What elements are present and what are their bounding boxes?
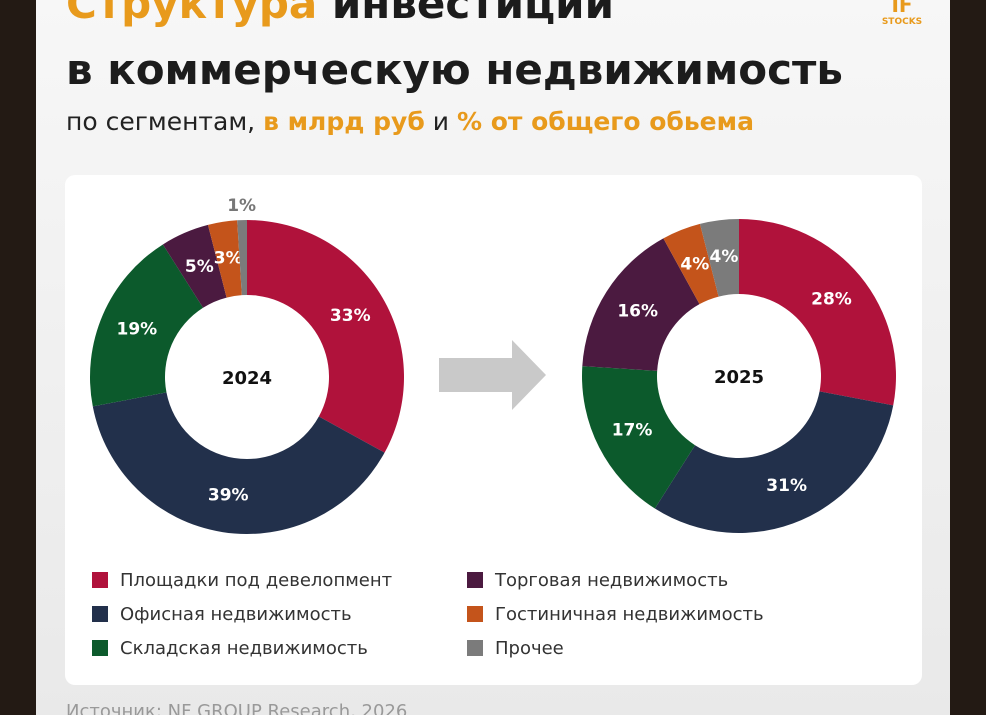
donut-segment xyxy=(582,366,696,509)
value-label: 5% xyxy=(185,257,214,277)
value-label: 17% xyxy=(612,420,653,440)
subtitle: по сегментам, в млрд руб и % от общего о… xyxy=(66,107,754,136)
donut-segment xyxy=(247,220,404,453)
value-label: 4% xyxy=(680,254,709,274)
legend-label: Офисная недвижимость xyxy=(120,604,352,625)
legend-swatch xyxy=(467,606,483,622)
title-line2: в коммерческую недвижимость xyxy=(66,45,843,94)
legend-swatch xyxy=(467,572,483,588)
value-label: 1% xyxy=(227,196,256,216)
value-label: 3% xyxy=(214,248,243,268)
subtitle-start: по сегментам, xyxy=(66,107,255,136)
chart-panel xyxy=(65,175,922,685)
center-label: 2025 xyxy=(714,367,764,388)
legend-swatch xyxy=(92,606,108,622)
legend-swatch xyxy=(467,640,483,656)
donut-segment xyxy=(237,220,247,296)
legend-label: Складская недвижимость xyxy=(120,638,368,659)
legend-label: Гостиничная недвижимость xyxy=(495,604,764,625)
legend-label: Площадки под девелопмент xyxy=(120,570,392,591)
subtitle-accent: в млрд руб xyxy=(263,107,425,136)
value-label: 16% xyxy=(617,302,658,322)
value-label: 39% xyxy=(208,486,249,506)
source: Источник: NF GROUP Research, 2026 xyxy=(66,701,407,715)
donut-segment xyxy=(90,244,204,407)
arrow xyxy=(439,340,546,410)
donut-segment xyxy=(739,219,896,406)
legend-label: Прочее xyxy=(495,638,564,659)
charts: 33% 39% 19% 5% 3% 1% 2024 28% 31% 17% 16% 4% 4% 2025 П… xyxy=(90,196,896,659)
title-line1: Структура инвестиций xyxy=(66,0,614,28)
logo-text: STOCKS xyxy=(882,17,922,27)
subtitle-accent: % от общего обьема xyxy=(457,107,754,136)
donut-segment xyxy=(92,392,385,534)
center-label: 2024 xyxy=(222,368,272,389)
donut-segment xyxy=(663,223,719,305)
legend-swatch xyxy=(92,640,108,656)
subtitle-mid: и xyxy=(433,107,449,136)
logo-mark: IF xyxy=(891,0,912,17)
legend-label: Торговая недвижимость xyxy=(494,570,728,591)
value-label: 31% xyxy=(766,476,807,496)
donut-segment xyxy=(582,238,700,371)
donut-segment xyxy=(207,220,242,298)
title-rest: инвестиций xyxy=(332,0,614,28)
value-label: 4% xyxy=(710,247,739,267)
donut-segment xyxy=(654,391,894,534)
legend-swatch xyxy=(92,572,108,588)
title-accent: Структура xyxy=(66,0,317,28)
donut-segment xyxy=(699,219,739,297)
value-label: 28% xyxy=(811,290,852,310)
donut-segment xyxy=(162,224,227,308)
value-label: 33% xyxy=(330,306,371,326)
value-label: 19% xyxy=(117,319,158,339)
